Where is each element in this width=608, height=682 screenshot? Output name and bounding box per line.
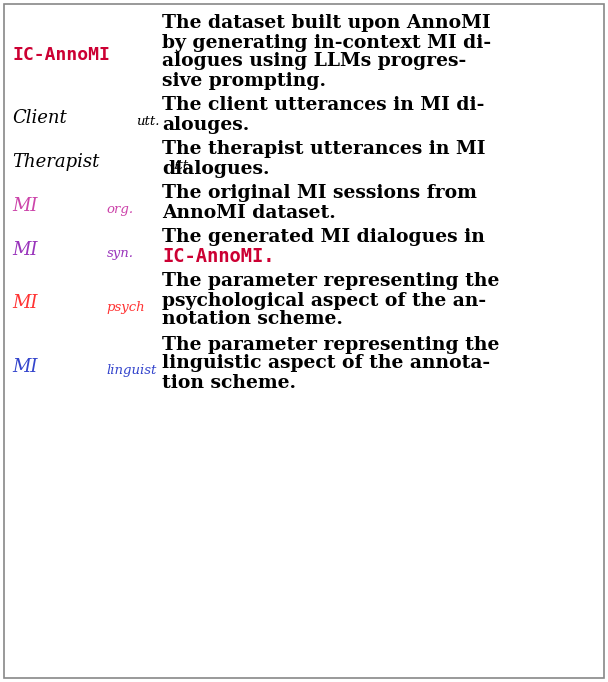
Text: notation scheme.: notation scheme. — [162, 310, 343, 329]
Text: linguist: linguist — [107, 364, 157, 377]
Text: MI: MI — [12, 357, 38, 376]
Text: linguistic aspect of the annota-: linguistic aspect of the annota- — [162, 355, 490, 372]
Text: IC-AnnoMI.: IC-AnnoMI. — [162, 247, 274, 266]
Text: The dataset built upon AnnoMI: The dataset built upon AnnoMI — [162, 14, 491, 33]
Text: syn.: syn. — [107, 248, 134, 261]
Text: The client utterances in MI di-: The client utterances in MI di- — [162, 96, 485, 115]
Text: The original MI sessions from: The original MI sessions from — [162, 185, 477, 203]
Text: AnnoMI dataset.: AnnoMI dataset. — [162, 203, 336, 222]
Text: Client: Client — [12, 109, 67, 127]
Text: org.: org. — [107, 203, 134, 216]
Text: IC-AnnoMI: IC-AnnoMI — [12, 46, 110, 64]
Text: MI: MI — [12, 295, 38, 312]
Text: The generated MI dialogues in: The generated MI dialogues in — [162, 228, 485, 246]
Text: alogues using LLMs progres-: alogues using LLMs progres- — [162, 53, 466, 70]
Text: alouges.: alouges. — [162, 115, 249, 134]
Text: MI: MI — [12, 241, 38, 259]
FancyBboxPatch shape — [4, 4, 604, 678]
Text: tion scheme.: tion scheme. — [162, 374, 296, 391]
Text: The therapist utterances in MI: The therapist utterances in MI — [162, 140, 486, 158]
Text: psych: psych — [107, 301, 145, 314]
Text: by generating in-context MI di-: by generating in-context MI di- — [162, 33, 491, 52]
Text: The parameter representing the: The parameter representing the — [162, 336, 499, 353]
Text: MI: MI — [12, 197, 38, 215]
Text: The parameter representing the: The parameter representing the — [162, 273, 499, 291]
Text: Therapist: Therapist — [12, 153, 99, 171]
Text: psychological aspect of the an-: psychological aspect of the an- — [162, 291, 486, 310]
Text: utt.: utt. — [168, 160, 192, 173]
Text: sive prompting.: sive prompting. — [162, 72, 326, 89]
Text: utt.: utt. — [136, 115, 159, 128]
Text: dialogues.: dialogues. — [162, 160, 269, 177]
